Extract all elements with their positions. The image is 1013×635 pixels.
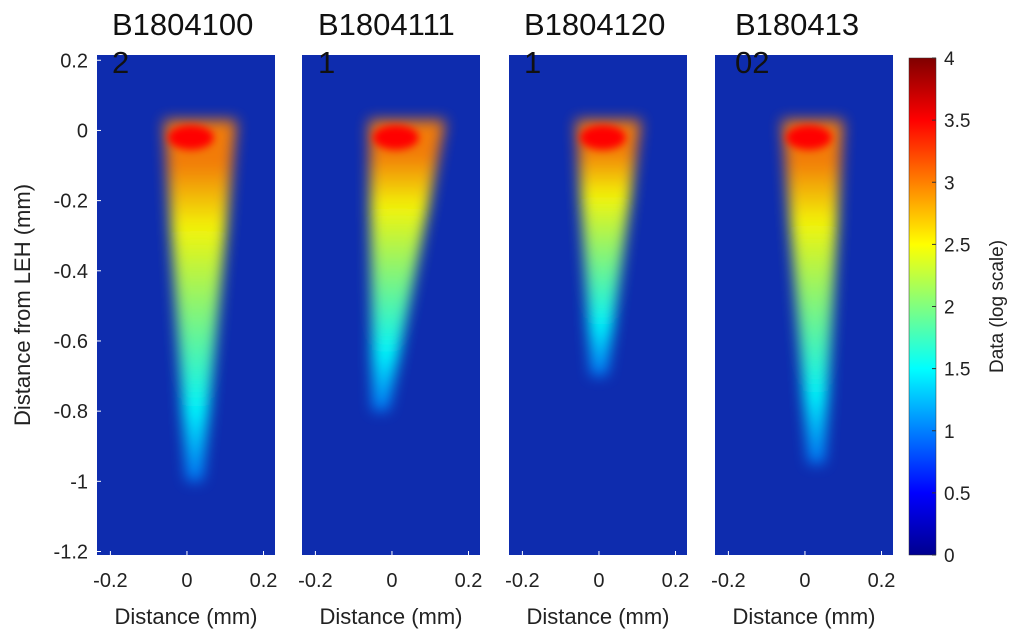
x-tick-label: 0: [799, 570, 810, 592]
plume-core: [372, 125, 419, 150]
y-tick-label: 0.2: [60, 50, 88, 72]
colorbar-tick-label: 1.5: [944, 360, 970, 381]
colorbar: [908, 57, 937, 556]
plume-core: [167, 125, 214, 150]
x-axis-label: Distance (mm): [319, 604, 462, 629]
colorbar-tick-label: 0.5: [944, 484, 970, 505]
y-tick-label: -0.8: [54, 401, 88, 423]
panel-title: B18041302: [735, 7, 860, 80]
x-axis-label: Distance (mm): [732, 604, 875, 629]
y-tick-label: -0.2: [54, 191, 88, 213]
colorbar-tick-label: 2: [944, 298, 955, 319]
plume-body: [163, 119, 237, 482]
y-tick-label: -1: [70, 471, 88, 493]
heatmap-panel: [97, 55, 275, 555]
x-tick-label: -0.2: [93, 570, 127, 592]
plume: [368, 119, 446, 412]
x-tick-label: 0: [593, 570, 604, 592]
y-tick-label: -1.2: [54, 541, 88, 563]
x-axis-label: Distance (mm): [526, 604, 669, 629]
heatmap-panel: [509, 55, 687, 555]
heatmap-panel: [715, 55, 893, 555]
colorbar-tick-label: 3: [944, 173, 955, 194]
y-tick-label: -0.4: [54, 261, 88, 283]
y-axis-label: Distance from LEH (mm): [10, 184, 35, 426]
x-tick-label: 0: [386, 570, 397, 592]
plume: [575, 119, 642, 377]
panel-title: B18041201: [524, 7, 666, 80]
plume: [781, 119, 844, 464]
y-tick-label: -0.6: [54, 331, 88, 353]
x-tick-label: -0.2: [505, 570, 539, 592]
heatmap-panel: [302, 55, 480, 555]
x-tick-label: 0.2: [455, 570, 483, 592]
plume: [163, 119, 237, 482]
plume-core: [785, 125, 832, 150]
colorbar-tick-label: 3.5: [944, 111, 970, 132]
panel-title: B18041111: [318, 7, 455, 80]
x-tick-label: 0.2: [250, 570, 278, 592]
x-axis-label: Distance (mm): [114, 604, 257, 629]
colorbar-tick-label: 2.5: [944, 235, 970, 256]
colorbar-tick-label: 4: [944, 49, 955, 70]
plume-body: [368, 119, 446, 412]
x-tick-label: 0: [181, 570, 192, 592]
colorbar-label: Data (log scale): [987, 240, 1008, 373]
y-tick-label: 0: [77, 120, 88, 142]
x-tick-label: 0.2: [662, 570, 690, 592]
plume-core: [579, 125, 626, 150]
plume-body: [781, 119, 844, 464]
x-tick-label: -0.2: [711, 570, 745, 592]
colorbar-tick-label: 0: [944, 546, 955, 567]
colorbar-tick-label: 1: [944, 422, 955, 443]
plume-body: [575, 119, 642, 377]
x-tick-label: 0.2: [868, 570, 896, 592]
panel-title: B18041002: [112, 7, 254, 80]
x-tick-label: -0.2: [298, 570, 332, 592]
